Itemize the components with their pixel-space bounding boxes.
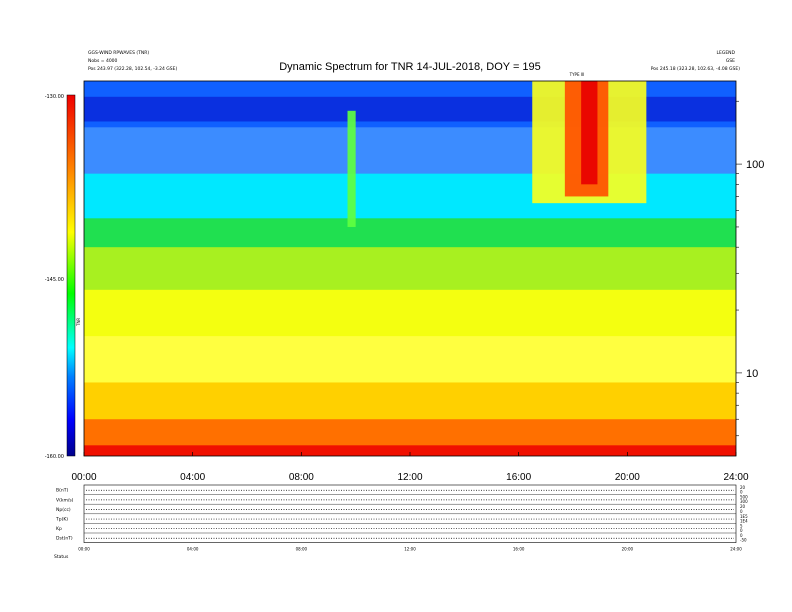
panel-tick-label: 0 — [740, 528, 743, 533]
colorbar — [66, 94, 76, 457]
x-tick-label: 24:00 — [723, 472, 748, 483]
header-right-1: LEGEND — [716, 50, 735, 56]
panel-label: V(km/s) — [56, 497, 74, 503]
panel-label: Tp(K) — [55, 517, 68, 523]
panel-tick-label: 0 — [740, 490, 743, 495]
x-tick-label: 20:00 — [615, 472, 640, 483]
panel-tick-label: 1E4 — [740, 518, 748, 523]
x-tick-label: 00:00 — [71, 472, 96, 483]
y-tick-label: 100 — [746, 159, 764, 171]
y-axis: 100 10 — [736, 100, 764, 437]
panel-x-tick-label: 12:00 — [404, 547, 416, 552]
chart-title: Dynamic Spectrum for TNR 14-JUL-2018, DO… — [279, 61, 541, 73]
x-tick-label: 12:00 — [397, 472, 422, 483]
spectrum-band-9 — [84, 445, 736, 456]
spectrum-band-7 — [84, 382, 736, 420]
panel-tick-label: 500 — [740, 495, 748, 500]
header-left-2: Nobs = 4000 — [88, 58, 118, 64]
panel-tick-label: 5 — [740, 523, 743, 528]
panel-x-tick-label: 20:00 — [622, 547, 634, 552]
spectrum-band-6 — [84, 336, 736, 383]
x-axis: 00:00 04:00 08:00 12:00 16:00 20:00 24:00 — [71, 452, 749, 483]
panel-label: B(nT) — [56, 488, 68, 494]
panel-x-tick-label: 00:00 — [78, 547, 90, 552]
panel-label: Np(cc) — [56, 507, 71, 513]
colorbar-label: TNR — [76, 318, 81, 327]
x-tick-label: 08:00 — [289, 472, 314, 483]
panel-x-tick-label: 04:00 — [187, 547, 199, 552]
footer-label: Status — [54, 554, 69, 560]
panel-label: Dst(nT) — [56, 536, 73, 542]
y-tick-label: 10 — [746, 368, 758, 380]
panel-tick-label: 20 — [740, 504, 746, 509]
panel-tick-label: 20 — [740, 485, 746, 490]
event-label: TYPE III — [569, 72, 585, 77]
panel-tick-label: 300 — [740, 499, 748, 504]
parameter-panels: B(nT)200V(km/s)500300Np(cc)200Tp(K)1E51E… — [55, 484, 748, 552]
panel-tick-label: 0 — [740, 509, 743, 514]
radio-burst-3 — [347, 110, 356, 227]
spectrum-band-8 — [84, 419, 736, 446]
spectrum-band-3 — [84, 218, 736, 248]
right-position: Pos 245.18 (323.28, 102.63, -4.08 GSE) — [651, 66, 740, 72]
panel-x-tick-label: 16:00 — [513, 547, 525, 552]
spectrum-band-5 — [84, 289, 736, 337]
panel-x-tick-label: 24:00 — [730, 547, 742, 552]
spectrogram — [84, 81, 736, 456]
header-right-2: GSE — [726, 58, 735, 64]
colorbar-tick-mid: -145.00 — [45, 277, 64, 283]
panel-tick-label: 1E5 — [740, 514, 748, 519]
x-tick-label: 04:00 — [180, 472, 205, 483]
radio-burst-2 — [581, 81, 598, 185]
x-tick-label: 16:00 — [506, 472, 531, 483]
panel-label: Kp — [56, 526, 62, 532]
panel-x-tick-label: 08:00 — [296, 547, 308, 552]
colorbar-tick-bottom: -160.00 — [45, 454, 64, 460]
spectrum-band-4 — [84, 247, 736, 291]
header-left-1: GGS-WIND RPWAVES (TNR) — [88, 50, 149, 56]
panel-tick-label: 0 — [740, 533, 743, 538]
left-position: Pos 243.97 (322.28, 102.54, -3.24 GSE) — [88, 66, 177, 72]
colorbar-tick-top: -130.00 — [45, 94, 64, 100]
panel-tick-label: -50 — [740, 538, 747, 543]
